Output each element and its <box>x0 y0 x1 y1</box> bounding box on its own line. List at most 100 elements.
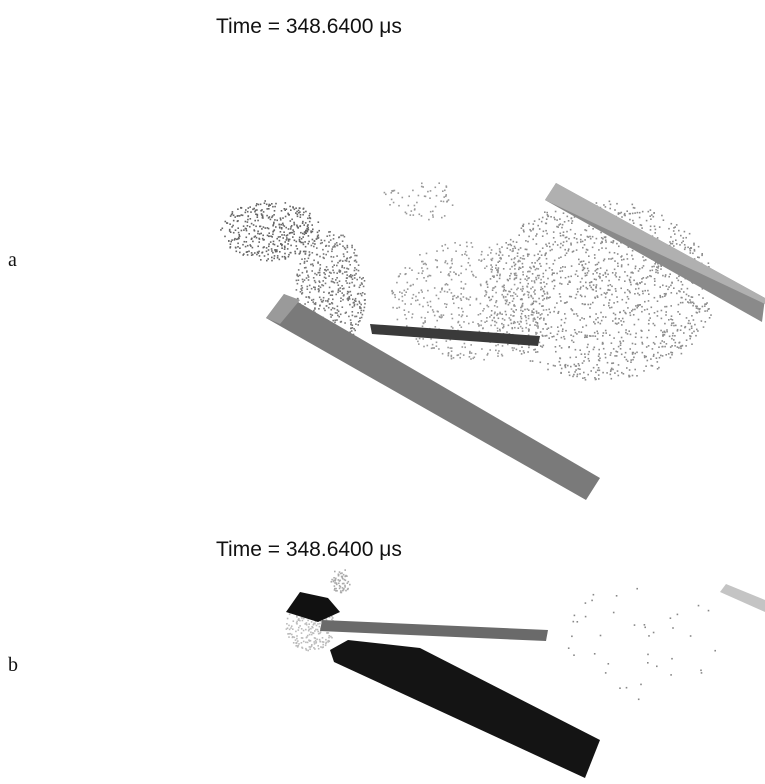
particle <box>512 300 514 302</box>
particle <box>478 314 480 316</box>
particle <box>587 347 589 349</box>
particle <box>651 307 653 309</box>
particle <box>323 641 325 643</box>
particle <box>588 255 590 257</box>
particle <box>510 295 512 297</box>
particle <box>543 318 545 320</box>
particle <box>657 361 659 363</box>
particle <box>660 330 662 332</box>
particle <box>258 204 260 206</box>
particle <box>347 300 349 302</box>
particle <box>581 261 583 263</box>
particle <box>528 318 530 320</box>
particle <box>319 297 321 299</box>
particle <box>422 326 424 328</box>
particle <box>522 288 524 290</box>
particle <box>600 635 602 637</box>
particle <box>552 272 554 274</box>
particle <box>351 247 353 249</box>
particle <box>528 254 530 256</box>
particle <box>316 274 318 276</box>
particle <box>613 348 615 350</box>
particle <box>257 233 259 235</box>
particle <box>271 260 273 262</box>
particle <box>532 360 534 362</box>
particle <box>525 249 527 251</box>
particle <box>309 285 311 287</box>
particle <box>337 306 339 308</box>
particle <box>521 318 523 320</box>
particle <box>679 313 681 315</box>
particle <box>427 302 429 304</box>
particle <box>343 256 345 258</box>
particle <box>412 297 414 299</box>
particle <box>347 293 349 295</box>
particle <box>595 335 597 337</box>
particle <box>333 234 335 236</box>
particle <box>359 277 361 279</box>
particle <box>451 347 453 349</box>
particle <box>532 239 534 241</box>
particle <box>673 287 675 289</box>
particle <box>714 650 716 652</box>
particle <box>575 349 577 351</box>
particle <box>322 637 324 639</box>
particle <box>318 308 320 310</box>
particle <box>519 323 521 325</box>
particle <box>670 346 672 348</box>
particle <box>328 637 330 639</box>
particle <box>332 299 334 301</box>
particle <box>310 640 312 642</box>
particle <box>416 338 418 340</box>
particle <box>533 266 535 268</box>
particle <box>528 223 530 225</box>
particle <box>502 286 504 288</box>
particle <box>480 325 482 327</box>
particle <box>577 288 579 290</box>
particle <box>654 280 656 282</box>
particle <box>528 271 530 273</box>
particle <box>291 232 293 234</box>
particle <box>605 248 607 250</box>
particle <box>333 256 335 258</box>
particle <box>528 330 530 332</box>
particle <box>595 313 597 315</box>
particle <box>564 266 566 268</box>
particle <box>618 364 620 366</box>
particle <box>570 244 572 246</box>
particle <box>319 641 321 643</box>
particle <box>519 350 521 352</box>
particle <box>588 358 590 360</box>
particle <box>312 231 314 233</box>
particle <box>254 252 256 254</box>
particle <box>295 631 297 633</box>
particle <box>440 291 442 293</box>
particle <box>364 293 366 295</box>
particle <box>679 244 681 246</box>
particle <box>461 326 463 328</box>
particle <box>700 670 702 672</box>
particle <box>250 211 252 213</box>
particle <box>280 231 282 233</box>
particle <box>691 327 693 329</box>
particle <box>502 345 504 347</box>
particle <box>268 249 270 251</box>
particle <box>484 321 486 323</box>
particle <box>446 283 448 285</box>
particle <box>481 254 483 256</box>
particle <box>404 314 406 316</box>
particle <box>621 354 623 356</box>
particle <box>342 245 344 247</box>
particle <box>358 293 360 295</box>
particle <box>650 226 652 228</box>
particle <box>472 321 474 323</box>
particle <box>323 297 325 299</box>
particle <box>621 212 623 214</box>
particle <box>277 257 279 259</box>
particle <box>623 373 625 375</box>
particle <box>338 288 340 290</box>
particle <box>632 258 634 260</box>
particle <box>659 226 661 228</box>
particle <box>616 296 618 298</box>
particle <box>670 236 672 238</box>
